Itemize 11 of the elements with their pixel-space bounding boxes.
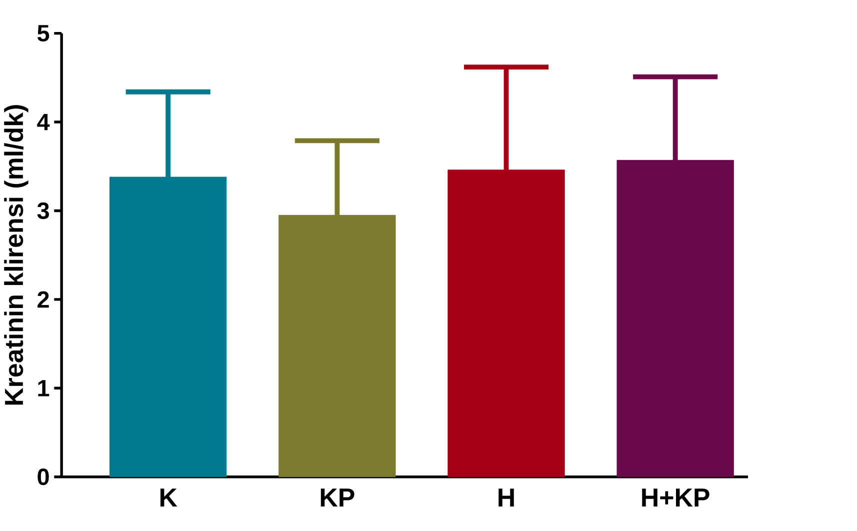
y-axis-title: Kreatinin klirensi (ml/dk)	[4, 105, 28, 405]
x-tick-label: H	[498, 488, 514, 507]
y-tick-label: 5	[37, 25, 50, 42]
x-tick-label: K	[160, 488, 178, 507]
y-tick-label: 0	[38, 468, 49, 486]
x-tick-label: H+KP	[642, 488, 710, 507]
y-tick-label: 3	[37, 202, 49, 220]
y-tick-label: 1	[38, 380, 50, 396]
x-tick-label: KP	[320, 488, 354, 507]
y-tick-label: 4	[37, 114, 50, 130]
y-tick-label: 2	[38, 291, 49, 308]
